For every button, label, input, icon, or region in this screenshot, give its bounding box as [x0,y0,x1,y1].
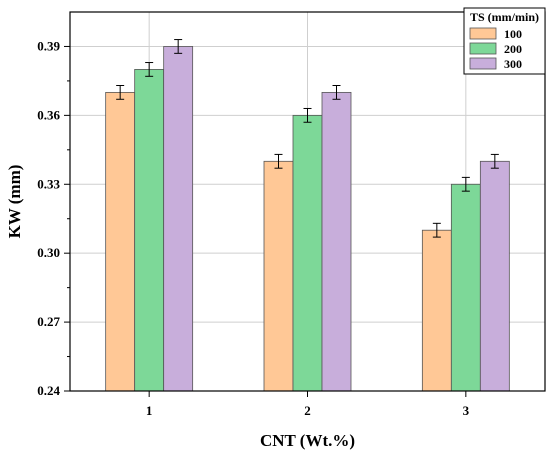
bars [105,46,510,392]
x-axis-title: CNT (Wt.%) [260,431,355,450]
bar [263,160,294,392]
legend-swatch [469,42,497,55]
tick-labels: 0.24 0.27 0.30 0.33 0.36 0.39 1 2 3 [37,38,469,418]
plot-frame [69,11,546,392]
bar [105,91,136,392]
bar [321,91,352,392]
y-tick-label: 0.39 [37,38,60,53]
legend-label: 300 [504,57,522,71]
legend-swatch [469,27,497,40]
bar [292,114,323,392]
y-tick-label: 0.24 [37,383,60,398]
y-tick-label: 0.33 [37,176,60,191]
x-tick-label: 3 [463,403,470,418]
y-tick-label: 0.36 [37,107,60,122]
bar [479,160,510,392]
legend-swatch [469,57,497,70]
y-axis-title: KW (mm) [5,165,24,239]
x-tick-label: 2 [304,403,311,418]
legend-label: 200 [504,42,522,56]
error-bars [116,39,499,238]
axes [64,11,546,397]
y-tick-label: 0.27 [37,314,60,329]
y-tick-label: 0.30 [37,245,60,260]
x-tick-label: 1 [146,403,153,418]
bar [163,46,194,392]
bar [134,69,165,392]
bar [421,229,452,392]
bar [450,183,481,392]
legend-label: 100 [504,27,522,41]
legend-title: TS (mm/min) [470,10,539,24]
